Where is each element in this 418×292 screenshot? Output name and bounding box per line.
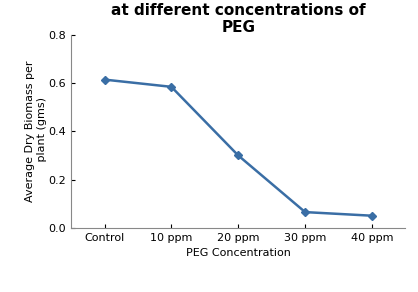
X-axis label: PEG Concentration: PEG Concentration [186, 248, 291, 258]
Title: Average Dry Biomass per plant
at different concentrations of
PEG: Average Dry Biomass per plant at differe… [105, 0, 372, 35]
Y-axis label: Average Dry Biomass per
 plant (gms): Average Dry Biomass per plant (gms) [25, 61, 47, 202]
